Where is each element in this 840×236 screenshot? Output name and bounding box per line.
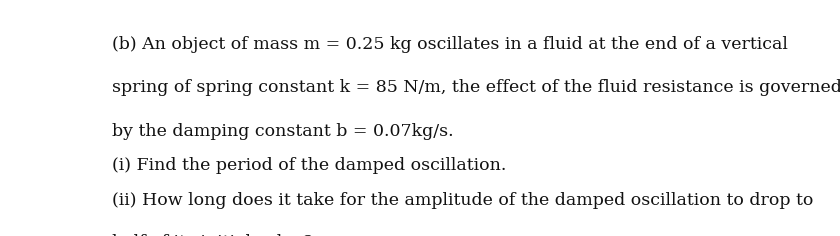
- Text: (i) Find the period of the damped oscillation.: (i) Find the period of the damped oscill…: [112, 157, 506, 174]
- Text: half of its initial value?: half of its initial value?: [112, 234, 312, 236]
- Text: (ii) How long does it take for the amplitude of the damped oscillation to drop t: (ii) How long does it take for the ampli…: [112, 192, 813, 209]
- Text: (b) An object of mass m = 0.25 kg oscillates in a fluid at the end of a vertical: (b) An object of mass m = 0.25 kg oscill…: [112, 36, 787, 53]
- Text: spring of spring constant k = 85 N/m, the effect of the fluid resistance is gove: spring of spring constant k = 85 N/m, th…: [112, 79, 840, 96]
- Text: by the damping constant b = 0.07kg/s.: by the damping constant b = 0.07kg/s.: [112, 123, 453, 140]
